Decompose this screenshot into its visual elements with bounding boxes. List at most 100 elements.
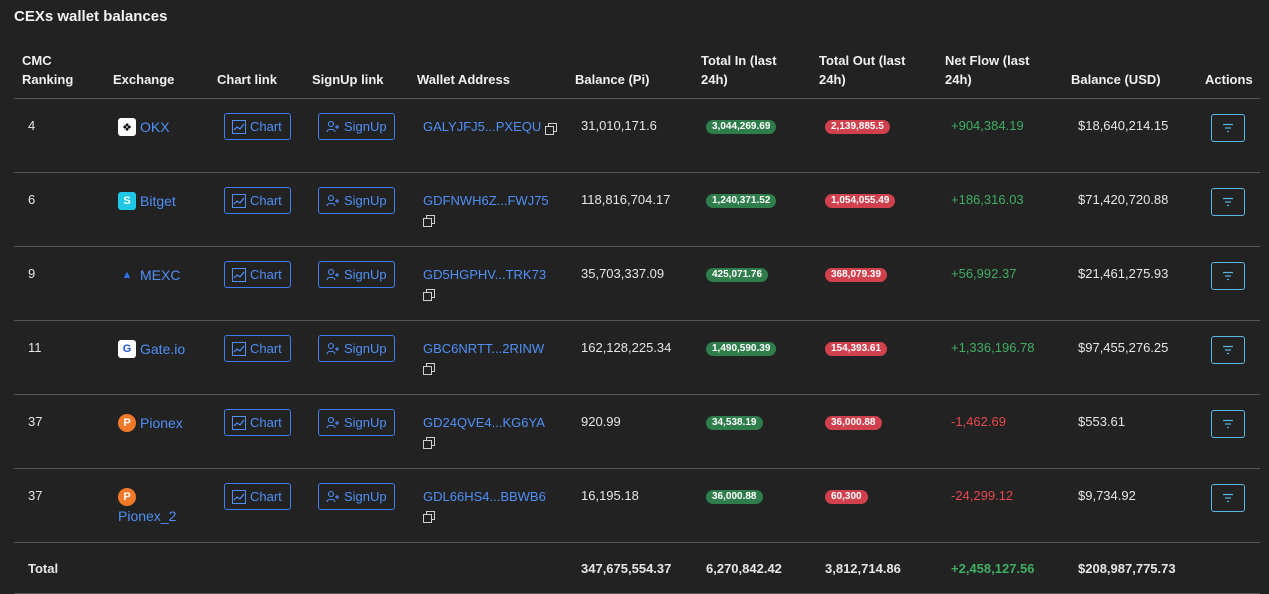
rank-cell: 11	[28, 340, 42, 355]
total-in-badge: 3,044,269.69	[706, 120, 777, 134]
wallet-address-link[interactable]: GDFNWH6Z...FWJ75	[423, 192, 568, 227]
wallet-address: GD24QVE4...KG6YA	[423, 415, 545, 430]
chart-button[interactable]: Chart	[224, 113, 291, 140]
filter-button[interactable]	[1211, 114, 1245, 142]
filter-button[interactable]	[1211, 484, 1245, 512]
add-user-icon	[326, 490, 339, 502]
table-row: 6 S Bitget Chart SignUp GDFNWH6Z...FWJ75…	[14, 173, 1260, 247]
total-out-badge: 368,079.39	[825, 268, 888, 282]
signup-label: SignUp	[344, 341, 387, 356]
filter-icon	[1223, 197, 1233, 207]
copy-icon[interactable]	[423, 362, 435, 375]
table-row: 37 P Pionex_2 Chart SignUp GDL66HS4...BB…	[14, 469, 1260, 543]
header-actions: Actions	[1205, 72, 1253, 87]
exchange-link[interactable]: P Pionex	[118, 414, 183, 432]
signup-button[interactable]: SignUp	[318, 483, 395, 510]
wallet-address-link[interactable]: GDL66HS4...BBWB6	[423, 488, 568, 523]
chart-button[interactable]: Chart	[224, 261, 291, 288]
exchange-link[interactable]: S Bitget	[118, 192, 176, 210]
pionex-logo: P	[118, 488, 136, 506]
total-out-badge: 36,000.88	[825, 416, 882, 430]
signup-button[interactable]: SignUp	[318, 261, 395, 288]
chart-label: Chart	[250, 489, 282, 504]
net-flow-cell: +1,336,196.78	[951, 340, 1035, 355]
chart-label: Chart	[250, 193, 282, 208]
line-chart-icon	[232, 193, 246, 208]
table-row: 4 ❖ OKX Chart SignUp GALYJFJ5...PXEQU 31…	[14, 99, 1260, 173]
chart-label: Chart	[250, 267, 282, 282]
chart-label: Chart	[250, 119, 282, 134]
balance-pi-cell: 118,816,704.17	[581, 192, 671, 207]
balance-pi-cell: 31,010,171.6	[581, 118, 657, 133]
wallet-address: GD5HGPHV...TRK73	[423, 267, 547, 282]
filter-icon	[1223, 271, 1233, 281]
copy-icon[interactable]	[423, 288, 435, 301]
signup-button[interactable]: SignUp	[318, 187, 395, 214]
chart-label: Chart	[250, 415, 282, 430]
bitget-logo: S	[118, 192, 136, 210]
chart-button[interactable]: Chart	[224, 335, 291, 362]
copy-icon[interactable]	[544, 122, 557, 136]
total-out-badge: 60,300	[825, 490, 868, 504]
wallet-address-link[interactable]: GALYJFJ5...PXEQU	[423, 118, 568, 136]
balance-pi-cell: 16,195.18	[581, 488, 639, 503]
exchange-name: MEXC	[140, 267, 181, 283]
chart-button[interactable]: Chart	[224, 409, 291, 436]
total-out-badge: 1,054,055.49	[825, 194, 896, 208]
net-flow-cell: -24,299.12	[951, 488, 1014, 503]
wallet-address-link[interactable]: GD5HGPHV...TRK73	[423, 266, 568, 301]
balance-usd-cell: $9,734.92	[1078, 488, 1136, 503]
exchange-link[interactable]: P Pionex_2	[118, 488, 176, 524]
copy-icon[interactable]	[423, 214, 435, 227]
balances-table: CMC Ranking Exchange Chart link SignUp li…	[14, 46, 1260, 594]
header-total-in: Total In (last 24h)	[701, 53, 777, 87]
copy-icon[interactable]	[423, 510, 435, 523]
total-label: Total	[28, 561, 59, 576]
exchange-link[interactable]: ▲ MEXC	[118, 266, 181, 284]
total-row: Total 347,675,554.37 6,270,842.42 3,812,…	[14, 543, 1260, 594]
filter-button[interactable]	[1211, 262, 1245, 290]
add-user-icon	[326, 416, 339, 428]
total-in-badge: 34,538.19	[706, 416, 763, 430]
balance-pi-cell: 162,128,225.34	[581, 340, 672, 355]
chart-button[interactable]: Chart	[224, 187, 291, 214]
wallet-address-link[interactable]: GD24QVE4...KG6YA	[423, 414, 568, 449]
rank-cell: 37	[28, 414, 43, 429]
net-flow-cell: +186,316.03	[951, 192, 1024, 207]
table-row: 11 G Gate.io Chart SignUp GBC6NRTT...2RI…	[14, 321, 1260, 395]
line-chart-icon	[232, 415, 246, 430]
exchange-link[interactable]: ❖ OKX	[118, 118, 170, 136]
line-chart-icon	[232, 267, 246, 282]
table-row: 37 P Pionex Chart SignUp GD24QVE4...KG6Y…	[14, 395, 1260, 469]
line-chart-icon	[232, 341, 246, 356]
signup-button[interactable]: SignUp	[318, 113, 395, 140]
filter-button[interactable]	[1211, 188, 1245, 216]
line-chart-icon	[232, 489, 246, 504]
exchange-name: OKX	[140, 119, 170, 135]
exchange-link[interactable]: G Gate.io	[118, 340, 185, 358]
balance-pi-cell: 35,703,337.09	[581, 266, 665, 281]
wallet-address: GDFNWH6Z...FWJ75	[423, 193, 549, 208]
balance-usd-cell: $21,461,275.93	[1078, 266, 1169, 281]
chart-button[interactable]: Chart	[224, 483, 291, 510]
wallet-address: GALYJFJ5...PXEQU	[423, 119, 542, 134]
filter-icon	[1223, 419, 1233, 429]
filter-icon	[1223, 123, 1233, 133]
net-flow-cell: -1,462.69	[951, 414, 1006, 429]
exchange-name: Pionex	[140, 415, 183, 431]
signup-button[interactable]: SignUp	[318, 335, 395, 362]
total-in: 6,270,842.42	[706, 561, 782, 576]
filter-button[interactable]	[1211, 336, 1245, 364]
balance-usd-cell: $97,455,276.25	[1078, 340, 1169, 355]
total-net-flow: +2,458,127.56	[951, 561, 1035, 576]
copy-icon[interactable]	[423, 436, 435, 449]
header-balance-usd: Balance (USD)	[1071, 72, 1161, 87]
net-flow-cell: +904,384.19	[951, 118, 1024, 133]
rank-cell: 4	[28, 118, 36, 133]
balance-pi-cell: 920.99	[581, 414, 621, 429]
chart-label: Chart	[250, 341, 282, 356]
signup-button[interactable]: SignUp	[318, 409, 395, 436]
header-signup: SignUp link	[312, 72, 384, 87]
filter-button[interactable]	[1211, 410, 1245, 438]
wallet-address-link[interactable]: GBC6NRTT...2RINW	[423, 340, 568, 375]
